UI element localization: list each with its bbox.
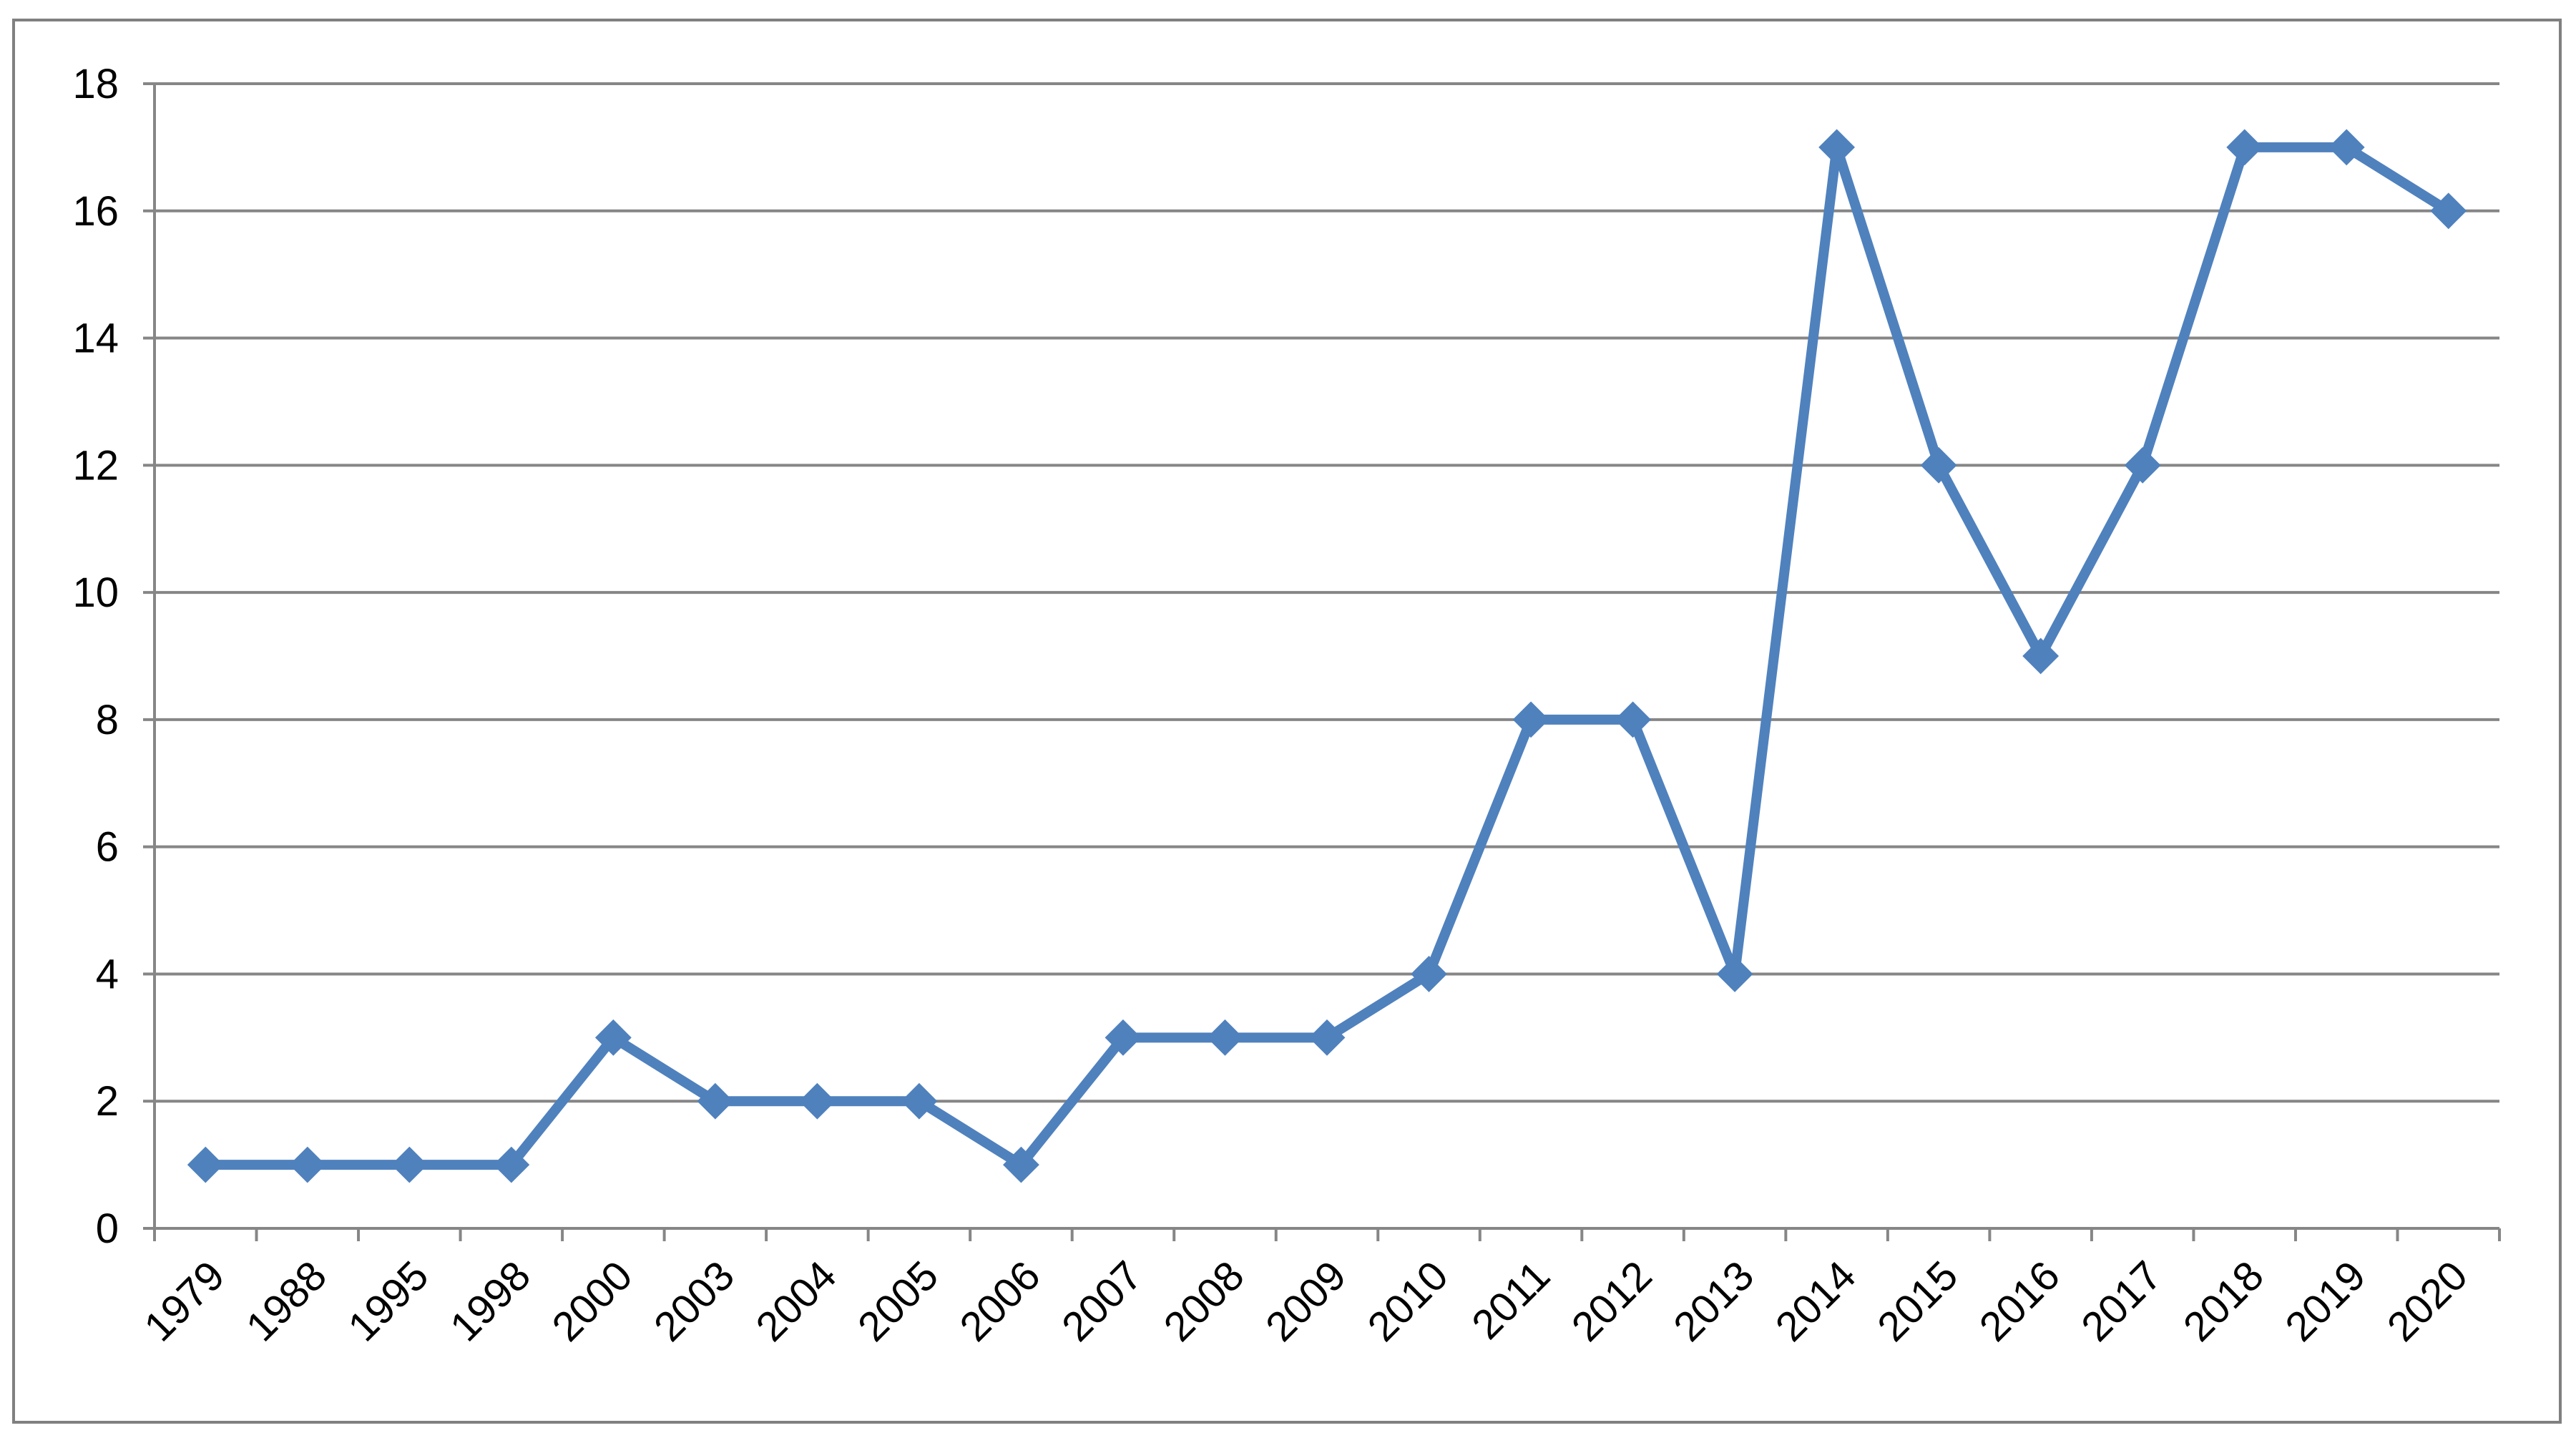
data-point-marker: [391, 1146, 428, 1183]
y-tick-label: 10: [72, 569, 119, 616]
y-tick-label: 16: [72, 188, 119, 235]
y-tick-label: 8: [96, 697, 119, 743]
y-tick-label: 4: [96, 951, 119, 997]
data-point-marker: [1308, 1019, 1346, 1056]
data-point-marker: [2430, 192, 2467, 230]
data-point-marker: [1818, 129, 1856, 166]
y-tick-label: 2: [96, 1078, 119, 1125]
data-point-marker: [1207, 1019, 1243, 1056]
data-point-marker: [697, 1082, 734, 1120]
data-point-marker: [901, 1082, 938, 1120]
axes: [143, 82, 2501, 1241]
data-point-marker: [2226, 129, 2263, 166]
y-tick-label: 0: [96, 1205, 119, 1252]
gridlines: [155, 82, 2499, 1103]
data-point-marker: [289, 1146, 326, 1183]
y-tick-labels: 0 2 4 6 8 10 12 14 16 18: [72, 61, 119, 1252]
y-tick-label: 12: [72, 442, 119, 489]
data-point-marker: [1512, 701, 1549, 738]
y-tick-label: 18: [72, 61, 119, 107]
data-point-marker: [2328, 129, 2365, 166]
y-tick-label: 6: [96, 824, 119, 871]
y-tick-label: 14: [72, 315, 119, 362]
data-point-marker: [1105, 1019, 1142, 1056]
chart-frame: [12, 19, 2562, 1424]
data-point-marker: [1411, 956, 1447, 992]
data-point-marker: [2124, 446, 2161, 484]
data-point-marker: [594, 1019, 632, 1056]
data-point-marker: [493, 1146, 530, 1183]
data-point-marker: [1003, 1146, 1039, 1183]
data-point-marker: [1615, 701, 1651, 738]
data-point-marker: [187, 1146, 224, 1183]
data-point-marker: [1920, 446, 1957, 484]
data-point-marker: [1716, 956, 1753, 992]
data-point-marker: [798, 1082, 836, 1120]
data-point-marker: [2022, 637, 2060, 675]
series-markers: [187, 129, 2467, 1183]
